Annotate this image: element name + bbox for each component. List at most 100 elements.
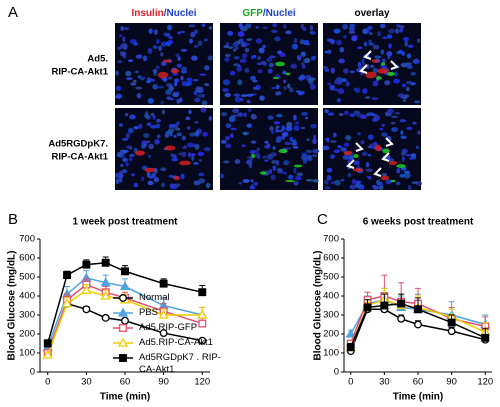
nucleus bbox=[236, 66, 243, 72]
gfp-signal bbox=[376, 76, 382, 80]
nucleus bbox=[191, 155, 195, 162]
nucleus bbox=[220, 112, 228, 117]
nucleus bbox=[340, 178, 345, 182]
nucleus bbox=[285, 125, 293, 132]
nucleus bbox=[246, 123, 253, 128]
nucleus bbox=[367, 112, 375, 116]
legend-entry: Ad5.RIP-GFP bbox=[139, 322, 198, 333]
nucleus bbox=[412, 121, 417, 125]
nucleus bbox=[348, 26, 356, 32]
nucleus bbox=[255, 38, 263, 44]
nucleus bbox=[152, 68, 158, 74]
nucleus bbox=[305, 149, 313, 154]
nucleus bbox=[368, 39, 372, 44]
nucleus bbox=[345, 81, 350, 87]
insulin-signal bbox=[162, 59, 172, 63]
nucleus bbox=[283, 85, 287, 91]
x-tick-label: 30 bbox=[81, 377, 92, 388]
nucleus bbox=[349, 184, 356, 190]
nucleus bbox=[301, 62, 305, 65]
nucleus bbox=[351, 36, 357, 42]
nucleus bbox=[117, 60, 123, 64]
nucleus bbox=[222, 79, 230, 86]
nucleus bbox=[186, 125, 191, 130]
nucleus bbox=[118, 178, 123, 183]
nucleus bbox=[127, 59, 134, 63]
nucleus bbox=[401, 156, 405, 162]
column-header: overlay bbox=[354, 8, 389, 19]
legend-marker bbox=[117, 337, 129, 347]
legend-entry: PBS bbox=[139, 307, 159, 318]
nucleus bbox=[161, 41, 167, 47]
nucleus bbox=[141, 176, 145, 182]
marker bbox=[345, 328, 356, 338]
header-part: /Nuclei bbox=[263, 8, 296, 19]
nucleus bbox=[275, 36, 281, 41]
nucleus bbox=[125, 161, 129, 167]
nucleus bbox=[181, 151, 187, 158]
nucleus bbox=[168, 76, 173, 80]
nucleus bbox=[246, 99, 251, 104]
nucleus bbox=[127, 127, 134, 134]
nucleus bbox=[227, 30, 234, 36]
nucleus bbox=[146, 122, 152, 126]
nucleus bbox=[134, 70, 139, 74]
nucleus bbox=[293, 114, 297, 121]
nucleus bbox=[399, 119, 406, 123]
nucleus bbox=[367, 145, 372, 149]
nucleus bbox=[373, 44, 380, 50]
nucleus bbox=[365, 161, 370, 168]
nucleus bbox=[257, 69, 263, 74]
nucleus bbox=[258, 47, 265, 54]
header-part: Insulin bbox=[131, 8, 163, 19]
nucleus bbox=[300, 51, 306, 57]
nucleus bbox=[401, 83, 407, 88]
nucleus bbox=[172, 92, 179, 98]
nucleus bbox=[357, 46, 363, 50]
nucleus bbox=[249, 185, 256, 190]
nucleus bbox=[332, 132, 337, 138]
nucleus bbox=[160, 51, 164, 57]
legend-marker bbox=[117, 307, 129, 317]
nucleus bbox=[417, 130, 421, 136]
column-header: Insulin/Nuclei bbox=[131, 8, 196, 19]
nucleus bbox=[121, 138, 129, 141]
nucleus bbox=[115, 70, 120, 76]
nucleus bbox=[372, 67, 378, 74]
nucleus bbox=[339, 47, 345, 53]
nucleus bbox=[334, 88, 339, 92]
nucleus bbox=[192, 78, 199, 82]
gfp-signal bbox=[353, 154, 359, 158]
gfp-signal bbox=[275, 61, 285, 67]
nucleus bbox=[367, 176, 372, 180]
nucleus bbox=[276, 136, 282, 142]
insulin-signal bbox=[388, 160, 398, 166]
nucleus bbox=[241, 53, 248, 59]
nucleus bbox=[244, 68, 250, 73]
nucleus bbox=[271, 29, 278, 34]
insulin-signal bbox=[343, 150, 353, 156]
marker bbox=[447, 318, 456, 327]
nucleus bbox=[353, 160, 360, 166]
nucleus bbox=[249, 158, 254, 161]
y-tick-label: 500 bbox=[19, 272, 35, 283]
nucleus bbox=[116, 46, 123, 50]
nucleus bbox=[387, 55, 391, 60]
nucleus bbox=[205, 182, 211, 189]
nucleus bbox=[118, 34, 123, 37]
nucleus bbox=[324, 186, 331, 190]
nucleus bbox=[313, 134, 317, 140]
legend-marker bbox=[119, 354, 127, 362]
nucleus bbox=[333, 149, 341, 154]
x-tick-label: 60 bbox=[120, 377, 131, 388]
nucleus bbox=[233, 48, 237, 52]
nucleus bbox=[234, 46, 239, 50]
nucleus bbox=[391, 127, 399, 132]
nucleus bbox=[401, 51, 405, 56]
nucleus bbox=[309, 84, 316, 90]
marker bbox=[198, 336, 207, 345]
nucleus bbox=[337, 88, 345, 95]
nucleus bbox=[244, 47, 250, 53]
nucleus bbox=[124, 112, 129, 117]
nucleus bbox=[135, 54, 143, 59]
